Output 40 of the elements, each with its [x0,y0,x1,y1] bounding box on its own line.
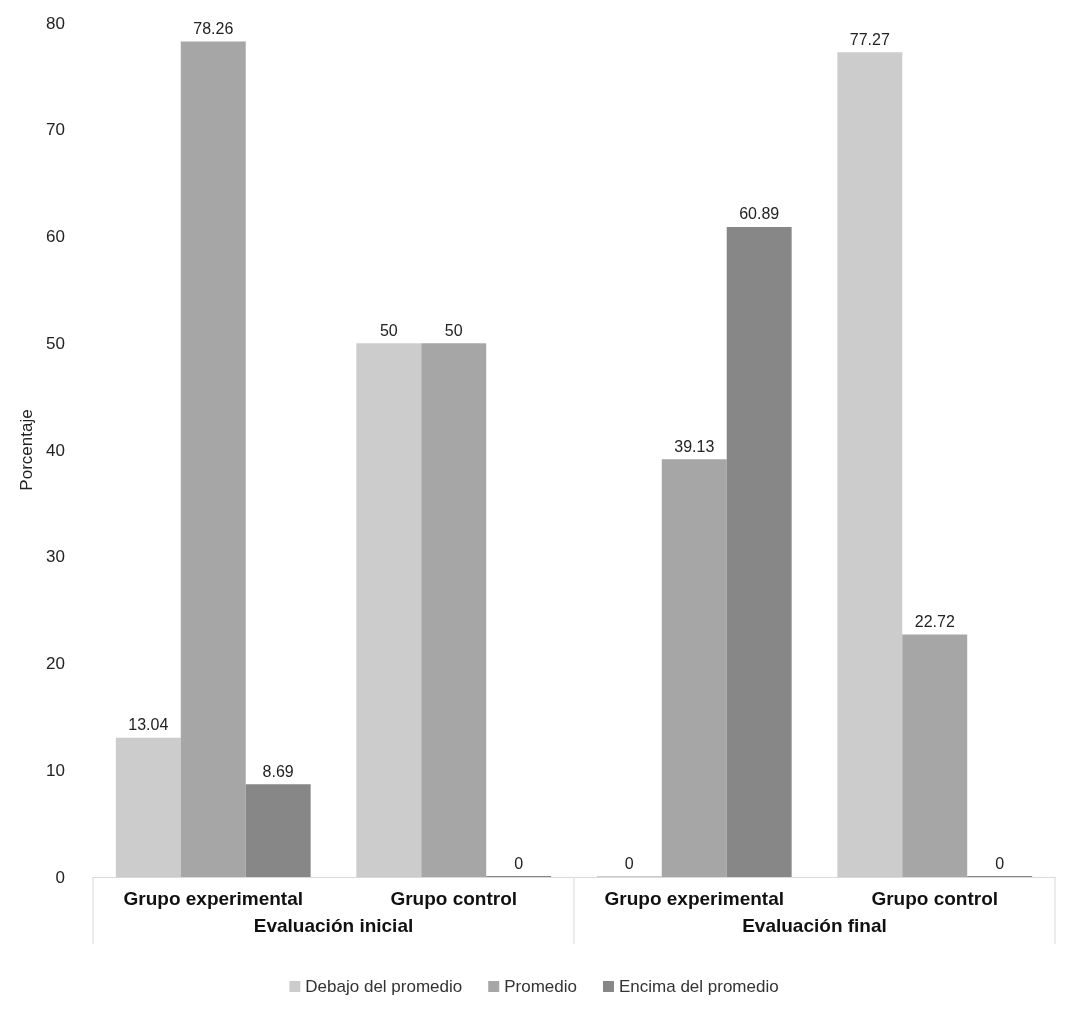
data-label: 50 [444,321,463,339]
y-tick-label: 0 [55,867,65,887]
data-label: 78.26 [193,20,234,38]
bar [902,634,968,877]
data-label: 60.89 [739,205,780,223]
bar [356,343,422,877]
y-tick-label: 30 [46,547,65,567]
data-label: 0 [514,854,524,872]
data-label: 22.72 [914,612,955,630]
text: Evaluación inicial [253,914,414,936]
y-tick-label: 70 [46,120,65,140]
data-label: 50 [379,321,398,339]
y-tick-label: 50 [46,333,65,353]
x-tick-label: Grupo control [390,888,518,909]
y-tick-label: 20 [46,654,65,673]
bar [837,52,903,877]
y-axis-title: Porcentaje [17,409,36,491]
y-tick-label: 60 [46,227,65,246]
bar [245,784,311,877]
bar [421,343,487,877]
x-tick-label: Grupo experimental [123,888,303,909]
data-label: 77.27 [849,30,890,48]
y-tick-label: 10 [46,760,65,780]
data-label: 0 [624,854,634,872]
data-label: 8.69 [262,762,294,780]
x-tick-label: Grupo experimental [604,888,784,909]
legend-label: Encima del promedio [618,977,779,996]
bar [726,227,792,877]
x-tick-label: Grupo control [871,888,999,909]
text: Evaluación final [742,914,887,936]
data-label: 13.04 [128,716,169,734]
legend-label: Promedio [504,977,577,996]
bar [180,41,246,877]
data-label: 0 [995,854,1005,872]
y-tick-label: 40 [46,440,65,460]
bar [115,737,181,877]
data-label: 39.13 [674,437,715,455]
y-tick-label: 80 [46,13,65,33]
bar [661,459,727,877]
legend-label: Debajo del promedio [305,977,463,996]
